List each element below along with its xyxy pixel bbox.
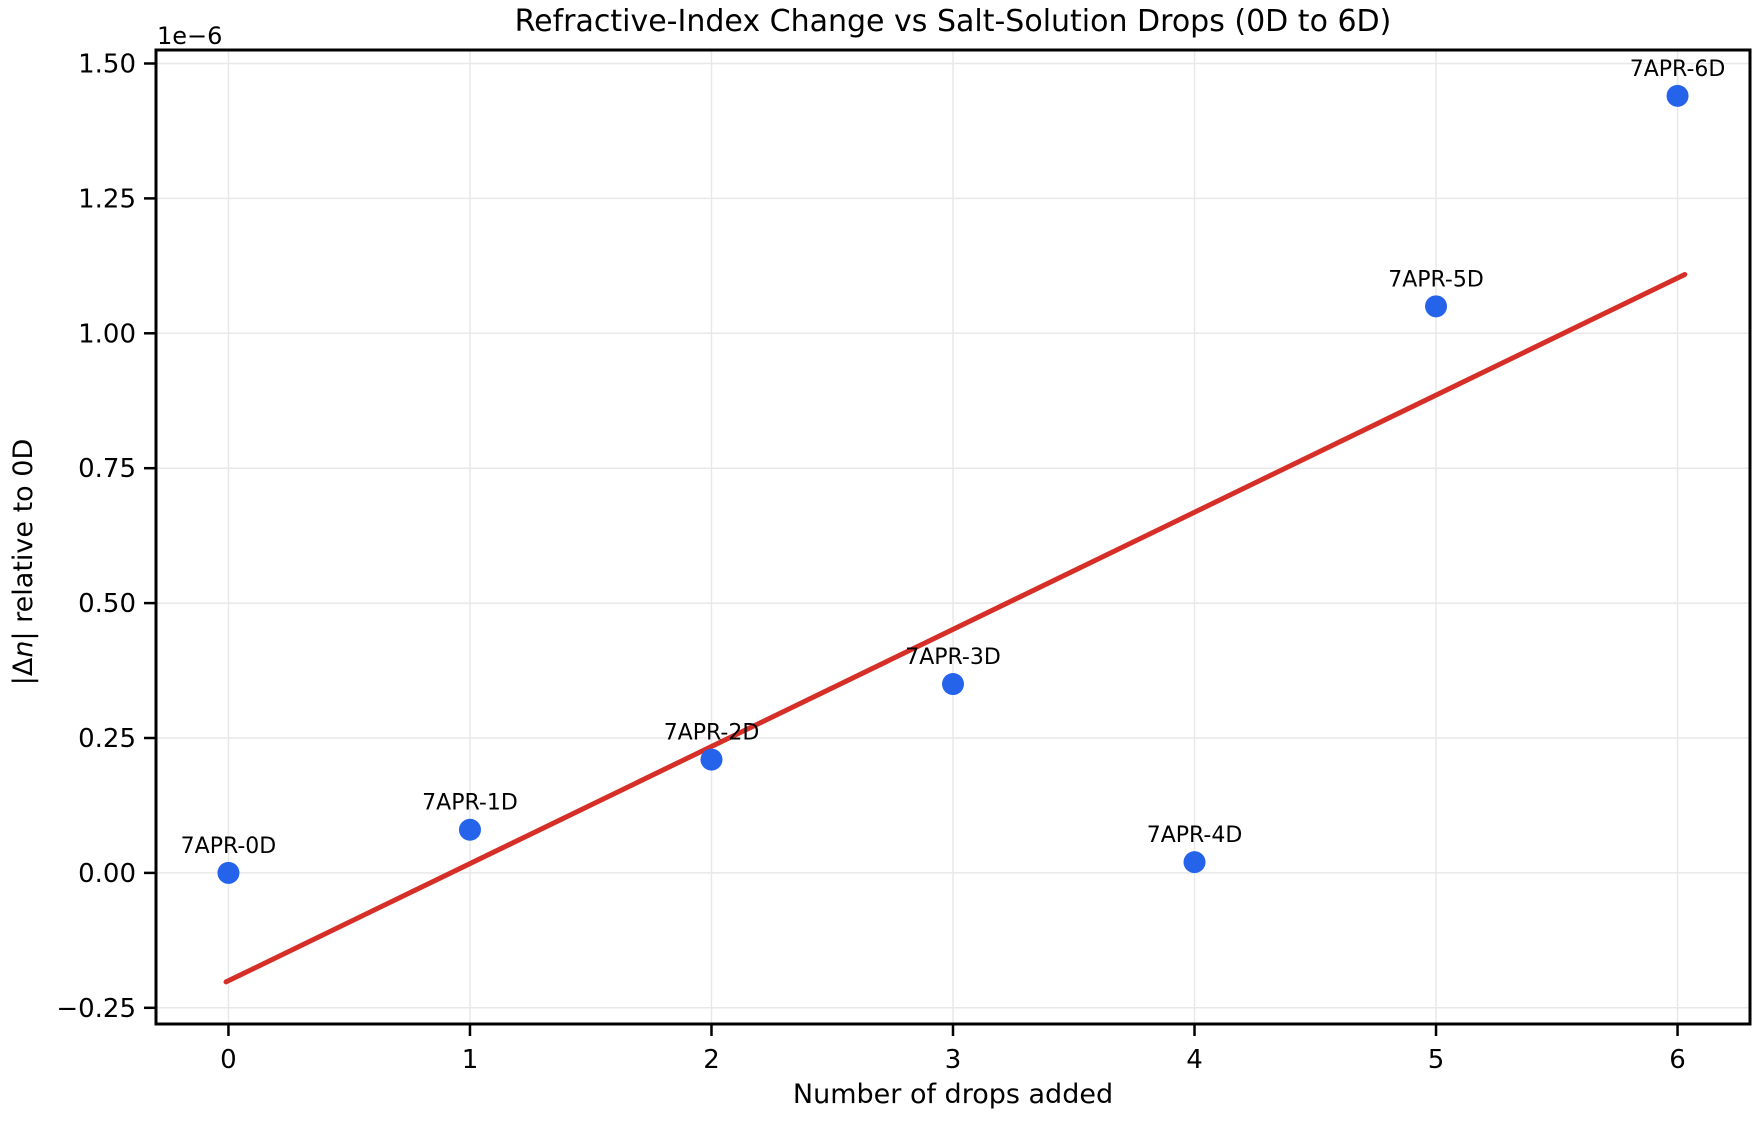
y-axis-label: |Δn| relative to 0D — [8, 439, 39, 685]
point-label-7APR-1D: 7APR-1D — [422, 791, 518, 816]
x-tick-label-6: 6 — [1669, 1045, 1686, 1075]
point-label-7APR-6D: 7APR-6D — [1630, 57, 1726, 82]
x-tick-label-0: 0 — [220, 1045, 237, 1075]
y-tick-label-5: 1.00 — [78, 319, 136, 349]
point-label-7APR-0D: 7APR-0D — [181, 834, 277, 859]
point-label-7APR-5D: 7APR-5D — [1388, 267, 1484, 292]
point-label-7APR-3D: 7APR-3D — [905, 645, 1001, 670]
data-point-7APR-6D — [1666, 84, 1689, 107]
trend-line-layer — [223, 271, 1688, 985]
y-tick-label-7: 1.50 — [78, 49, 136, 79]
data-point-7APR-4D — [1183, 851, 1206, 874]
point-label-7APR-4D: 7APR-4D — [1147, 823, 1243, 848]
chart-title: Refractive-Index Change vs Salt-Solution… — [515, 4, 1392, 39]
trend-line — [223, 271, 1688, 985]
data-points-layer — [217, 84, 1689, 884]
x-tick-label-2: 2 — [703, 1045, 720, 1075]
y-axis-ticks: −0.25 0.00 0.25 0.50 0.75 1.00 1.25 1.50 — [56, 49, 156, 1024]
data-point-7APR-5D — [1425, 295, 1448, 318]
x-tick-label-3: 3 — [945, 1045, 962, 1075]
data-point-7APR-1D — [458, 818, 481, 841]
x-axis-ticks: 0 1 2 3 4 5 6 — [220, 1024, 1686, 1075]
point-label-7APR-2D: 7APR-2D — [664, 721, 760, 746]
y-tick-label-2: 0.25 — [78, 724, 136, 754]
y-tick-label-1: 0.00 — [78, 859, 136, 889]
data-point-7APR-2D — [700, 748, 723, 771]
y-offset-label: 1e−6 — [157, 22, 222, 50]
x-tick-label-5: 5 — [1428, 1045, 1445, 1075]
x-tick-label-1: 1 — [462, 1045, 479, 1075]
data-point-7APR-3D — [942, 673, 964, 696]
grid-layer — [156, 50, 1750, 1024]
x-axis-label: Number of drops added — [793, 1079, 1113, 1110]
x-tick-label-4: 4 — [1186, 1045, 1203, 1075]
y-tick-label-0: −0.25 — [56, 994, 136, 1024]
y-tick-label-4: 0.75 — [78, 454, 136, 484]
data-point-7APR-0D — [217, 861, 240, 884]
point-annotations-layer: 7APR-0D 7APR-1D 7APR-2D 7APR-3D 7APR-4D 7APR-… — [181, 57, 1726, 859]
y-tick-label-3: 0.50 — [78, 589, 136, 619]
y-tick-label-6: 1.25 — [78, 184, 136, 214]
